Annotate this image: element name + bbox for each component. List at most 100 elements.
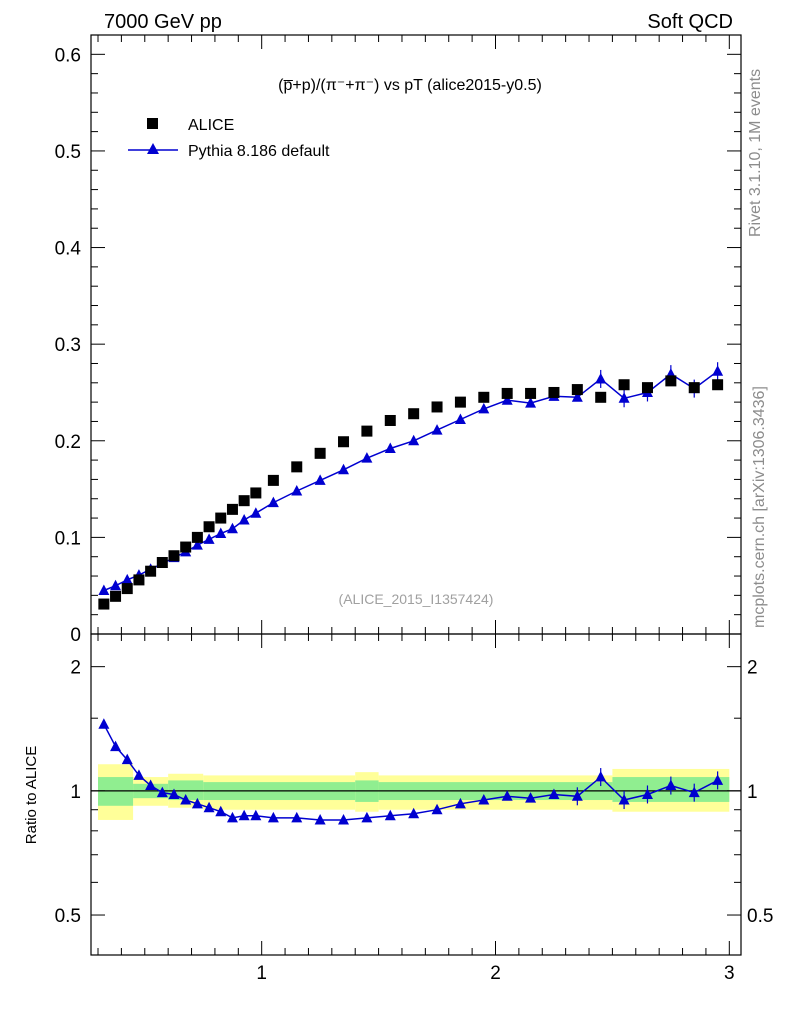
rivet-version-label: Rivet 3.1.10, 1M events <box>747 69 764 237</box>
ratio-point <box>156 786 168 798</box>
pythia-point <box>250 507 262 518</box>
ratio-point <box>454 797 466 809</box>
legend-pythia-marker <box>147 143 159 154</box>
pythia-point <box>267 496 279 508</box>
pythia-point <box>203 533 215 544</box>
alice-point <box>226 503 238 515</box>
ratio-point <box>478 794 490 805</box>
alice-point <box>548 386 560 398</box>
pythia-point <box>291 485 303 496</box>
ratio-x-tick-label: 1 <box>256 963 267 984</box>
pythia-point <box>525 397 537 408</box>
pythia-point <box>314 474 326 485</box>
pythia-point <box>454 413 466 425</box>
ratio-point <box>98 718 110 729</box>
main-y-tick-label: 0.5 <box>55 142 81 163</box>
ratio-point <box>145 779 157 791</box>
alice-point <box>110 590 122 602</box>
alice-point <box>501 387 513 399</box>
alice-point <box>618 379 630 391</box>
ratio-point <box>384 809 396 821</box>
pythia-point <box>431 424 443 435</box>
pythia-point <box>408 434 420 446</box>
ratio-point <box>238 809 250 821</box>
ratio-point <box>267 811 279 823</box>
ratio-point <box>226 811 238 823</box>
alice-point <box>571 384 583 396</box>
alice-point <box>384 414 396 426</box>
alice-point <box>641 382 653 394</box>
ratio-point <box>338 813 350 825</box>
ratio-y-tick-label: 2 <box>70 658 81 679</box>
alice-point <box>361 425 373 437</box>
ratio-point <box>180 794 192 805</box>
pythia-point <box>226 522 238 534</box>
ratio-x-tick-label: 3 <box>724 963 735 984</box>
pythia-point <box>338 463 350 475</box>
ratio-line <box>103 723 718 821</box>
main-y-tick-label: 0 <box>70 625 81 646</box>
pythia-point <box>121 573 133 585</box>
ratio-point <box>408 807 420 819</box>
ratio-plot-frame <box>90 633 742 956</box>
ratio-point <box>665 779 677 791</box>
ratio-point <box>168 788 180 799</box>
ratio-point <box>548 788 560 799</box>
alice-point <box>712 379 724 391</box>
ratio-point <box>501 790 513 801</box>
alice-point <box>168 550 180 562</box>
alice-point <box>525 387 537 399</box>
alice-point <box>478 391 490 403</box>
ratio-point <box>595 771 607 782</box>
ratio-point <box>688 786 700 798</box>
legend: ALICE Pythia 8.186 default <box>128 117 330 160</box>
alice-point <box>238 495 250 507</box>
ratio-y-tick-label: 1 <box>70 782 81 803</box>
alice-point <box>408 408 420 420</box>
ratio-point <box>121 753 133 765</box>
ratio-point <box>133 769 145 780</box>
main-y-tick-label: 0.1 <box>55 528 81 549</box>
ratio-point <box>525 792 537 803</box>
alice-point <box>291 461 303 473</box>
ratio-point <box>215 805 227 817</box>
alice-point <box>180 541 192 553</box>
ratio-point <box>361 811 373 823</box>
analysis-watermark: (ALICE_2015_I1357424) <box>339 591 494 607</box>
pythia-point <box>571 391 583 402</box>
alice-point <box>688 382 700 394</box>
alice-point <box>203 521 215 533</box>
pythia-point <box>384 442 396 454</box>
header-right-title: Soft QCD <box>647 11 733 33</box>
pythia-point <box>110 579 122 591</box>
ratio-y-axis-label: Ratio to ALICE <box>23 746 40 844</box>
main-chart-title: (p̅+p)/(π⁻+π⁻) vs pT (alice2015-y0.5) <box>278 77 542 94</box>
alice-point <box>250 487 262 499</box>
ratio-point <box>250 809 262 821</box>
ratio-point <box>618 794 630 805</box>
ratio-y-tick-label-right: 1 <box>747 782 758 803</box>
alice-point <box>191 531 203 543</box>
ratio-point <box>191 797 203 809</box>
ratio-y-tick-label: 0.5 <box>55 906 81 927</box>
main-y-tick-label: 0.4 <box>55 239 82 260</box>
pythia-line <box>103 370 719 592</box>
ratio-point <box>641 788 653 799</box>
ratio-y-tick-label-right: 0.5 <box>747 906 773 927</box>
main-panel: 0 0.1 0.2 0.3 0.4 0.5 0.6 <box>55 34 742 646</box>
legend-pythia-label: Pythia 8.186 default <box>188 143 330 160</box>
ratio-panel: 0.5 0.5 1 1 2 2 1 2 3 <box>55 633 773 984</box>
pythia-point <box>712 365 724 376</box>
pythia-point <box>478 402 490 414</box>
pythia-point <box>501 394 513 405</box>
ratio-point <box>291 811 303 823</box>
mcplots-site-label: mcplots.cern.ch [arXiv:1306.3436] <box>751 386 768 628</box>
ratio-point <box>431 803 443 815</box>
alice-point <box>665 375 677 387</box>
alice-point <box>454 396 466 408</box>
ratio-x-tick-label: 2 <box>490 963 501 984</box>
main-y-tick-label: 0.3 <box>55 335 81 356</box>
alice-point <box>338 436 350 448</box>
pythia-point <box>215 527 227 539</box>
